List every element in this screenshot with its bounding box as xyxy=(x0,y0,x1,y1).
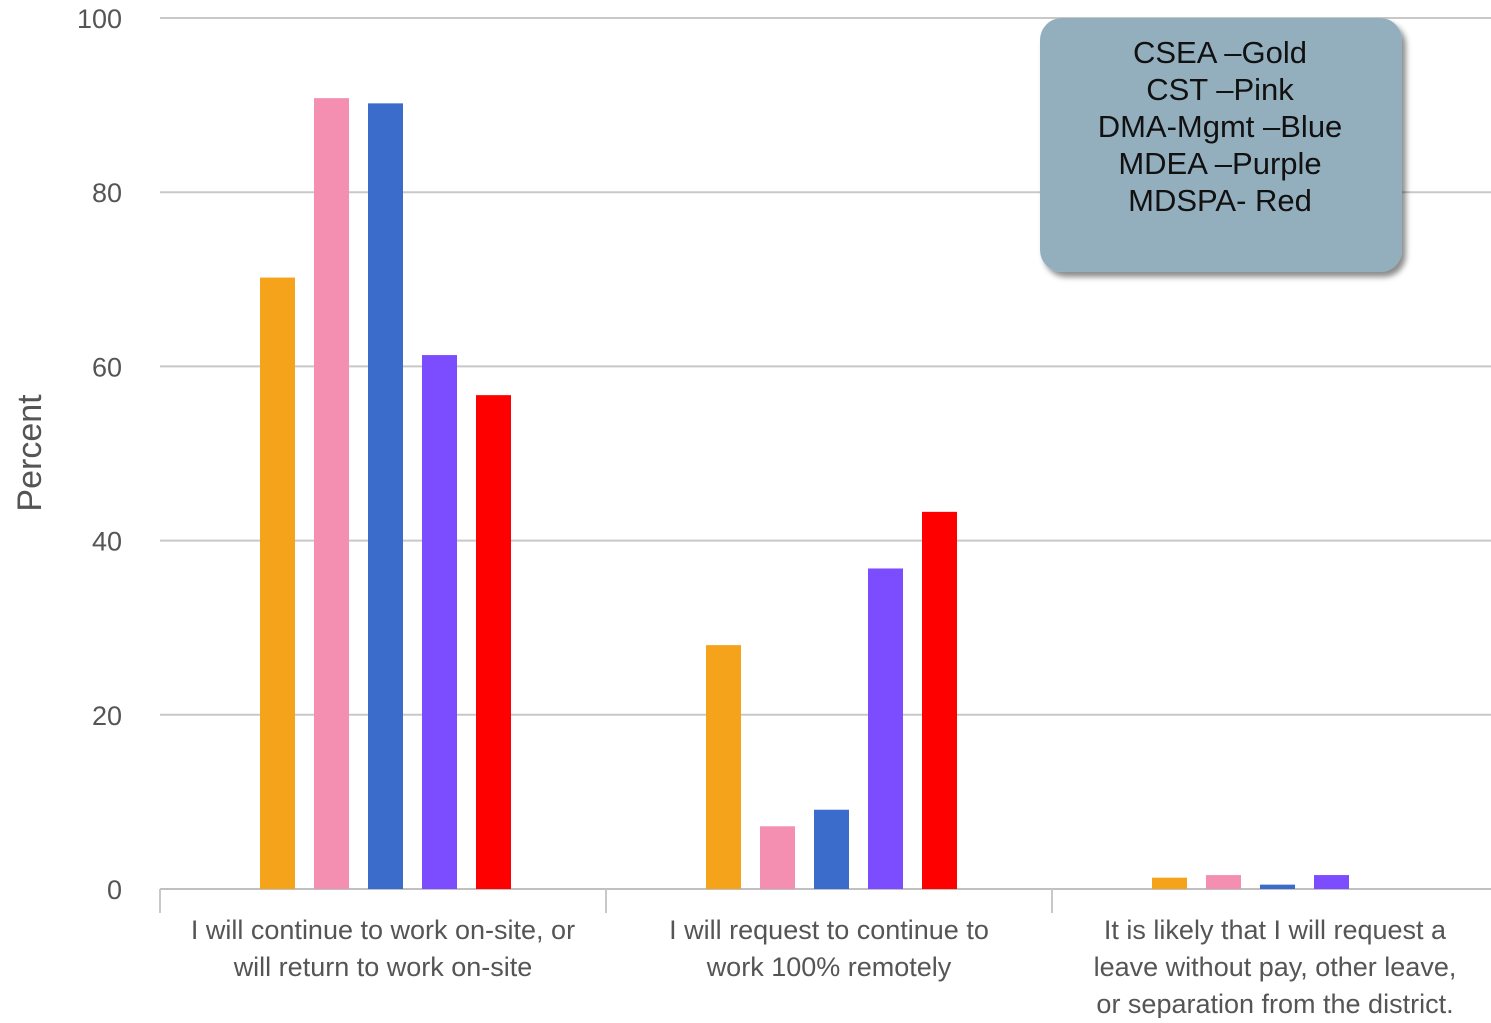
bar-dma-mgmt-3 xyxy=(1260,884,1295,889)
y-tick-label: 80 xyxy=(92,178,122,208)
axes xyxy=(159,888,1491,913)
bar-cst-3 xyxy=(1206,875,1241,889)
legend-entry: CSEA –Gold xyxy=(1133,35,1307,70)
x-category-label: I will continue to work on-site, or xyxy=(191,915,575,945)
y-tick-label: 40 xyxy=(92,527,122,557)
x-category-label: I will request to continue to xyxy=(669,915,989,945)
labels: 0 20 40 60 80 100 I will continue to work on-s… xyxy=(11,4,1457,1019)
bar-cst-1 xyxy=(314,98,349,889)
bar-mdea-2 xyxy=(868,568,903,889)
bar-cst-2 xyxy=(760,826,795,889)
y-tick-label: 20 xyxy=(92,701,122,731)
y-tick-label: 100 xyxy=(77,4,122,34)
bar-csea-3 xyxy=(1152,877,1187,889)
bar-dma-mgmt-2 xyxy=(814,809,849,889)
bars xyxy=(260,98,1349,890)
x-category-label: work 100% remotely xyxy=(706,952,952,982)
legend-entry: CST –Pink xyxy=(1146,72,1294,107)
x-category-label: leave without pay, other leave, xyxy=(1094,952,1457,982)
legend-entry: DMA-Mgmt –Blue xyxy=(1098,109,1343,144)
bar-csea-2 xyxy=(706,645,741,889)
y-tick-label: 0 xyxy=(107,875,122,905)
x-category-label: It is likely that I will request a xyxy=(1104,915,1447,945)
y-tick-label: 60 xyxy=(92,352,122,382)
bar-mdea-1 xyxy=(422,355,457,889)
bar-mdspa-1 xyxy=(476,395,511,889)
x-category-label: will return to work on-site xyxy=(233,952,533,982)
legend-entry: MDSPA- Red xyxy=(1128,183,1312,218)
legend-entry: MDEA –Purple xyxy=(1118,146,1321,181)
bar-mdea-3 xyxy=(1314,875,1349,889)
x-category-label: or separation from the district. xyxy=(1096,989,1453,1018)
legend-box xyxy=(1040,18,1402,272)
bar-csea-1 xyxy=(260,277,295,890)
bar-mdspa-2 xyxy=(922,511,957,889)
bar-dma-mgmt-1 xyxy=(368,103,403,889)
y-axis-title: Percent xyxy=(11,394,49,512)
